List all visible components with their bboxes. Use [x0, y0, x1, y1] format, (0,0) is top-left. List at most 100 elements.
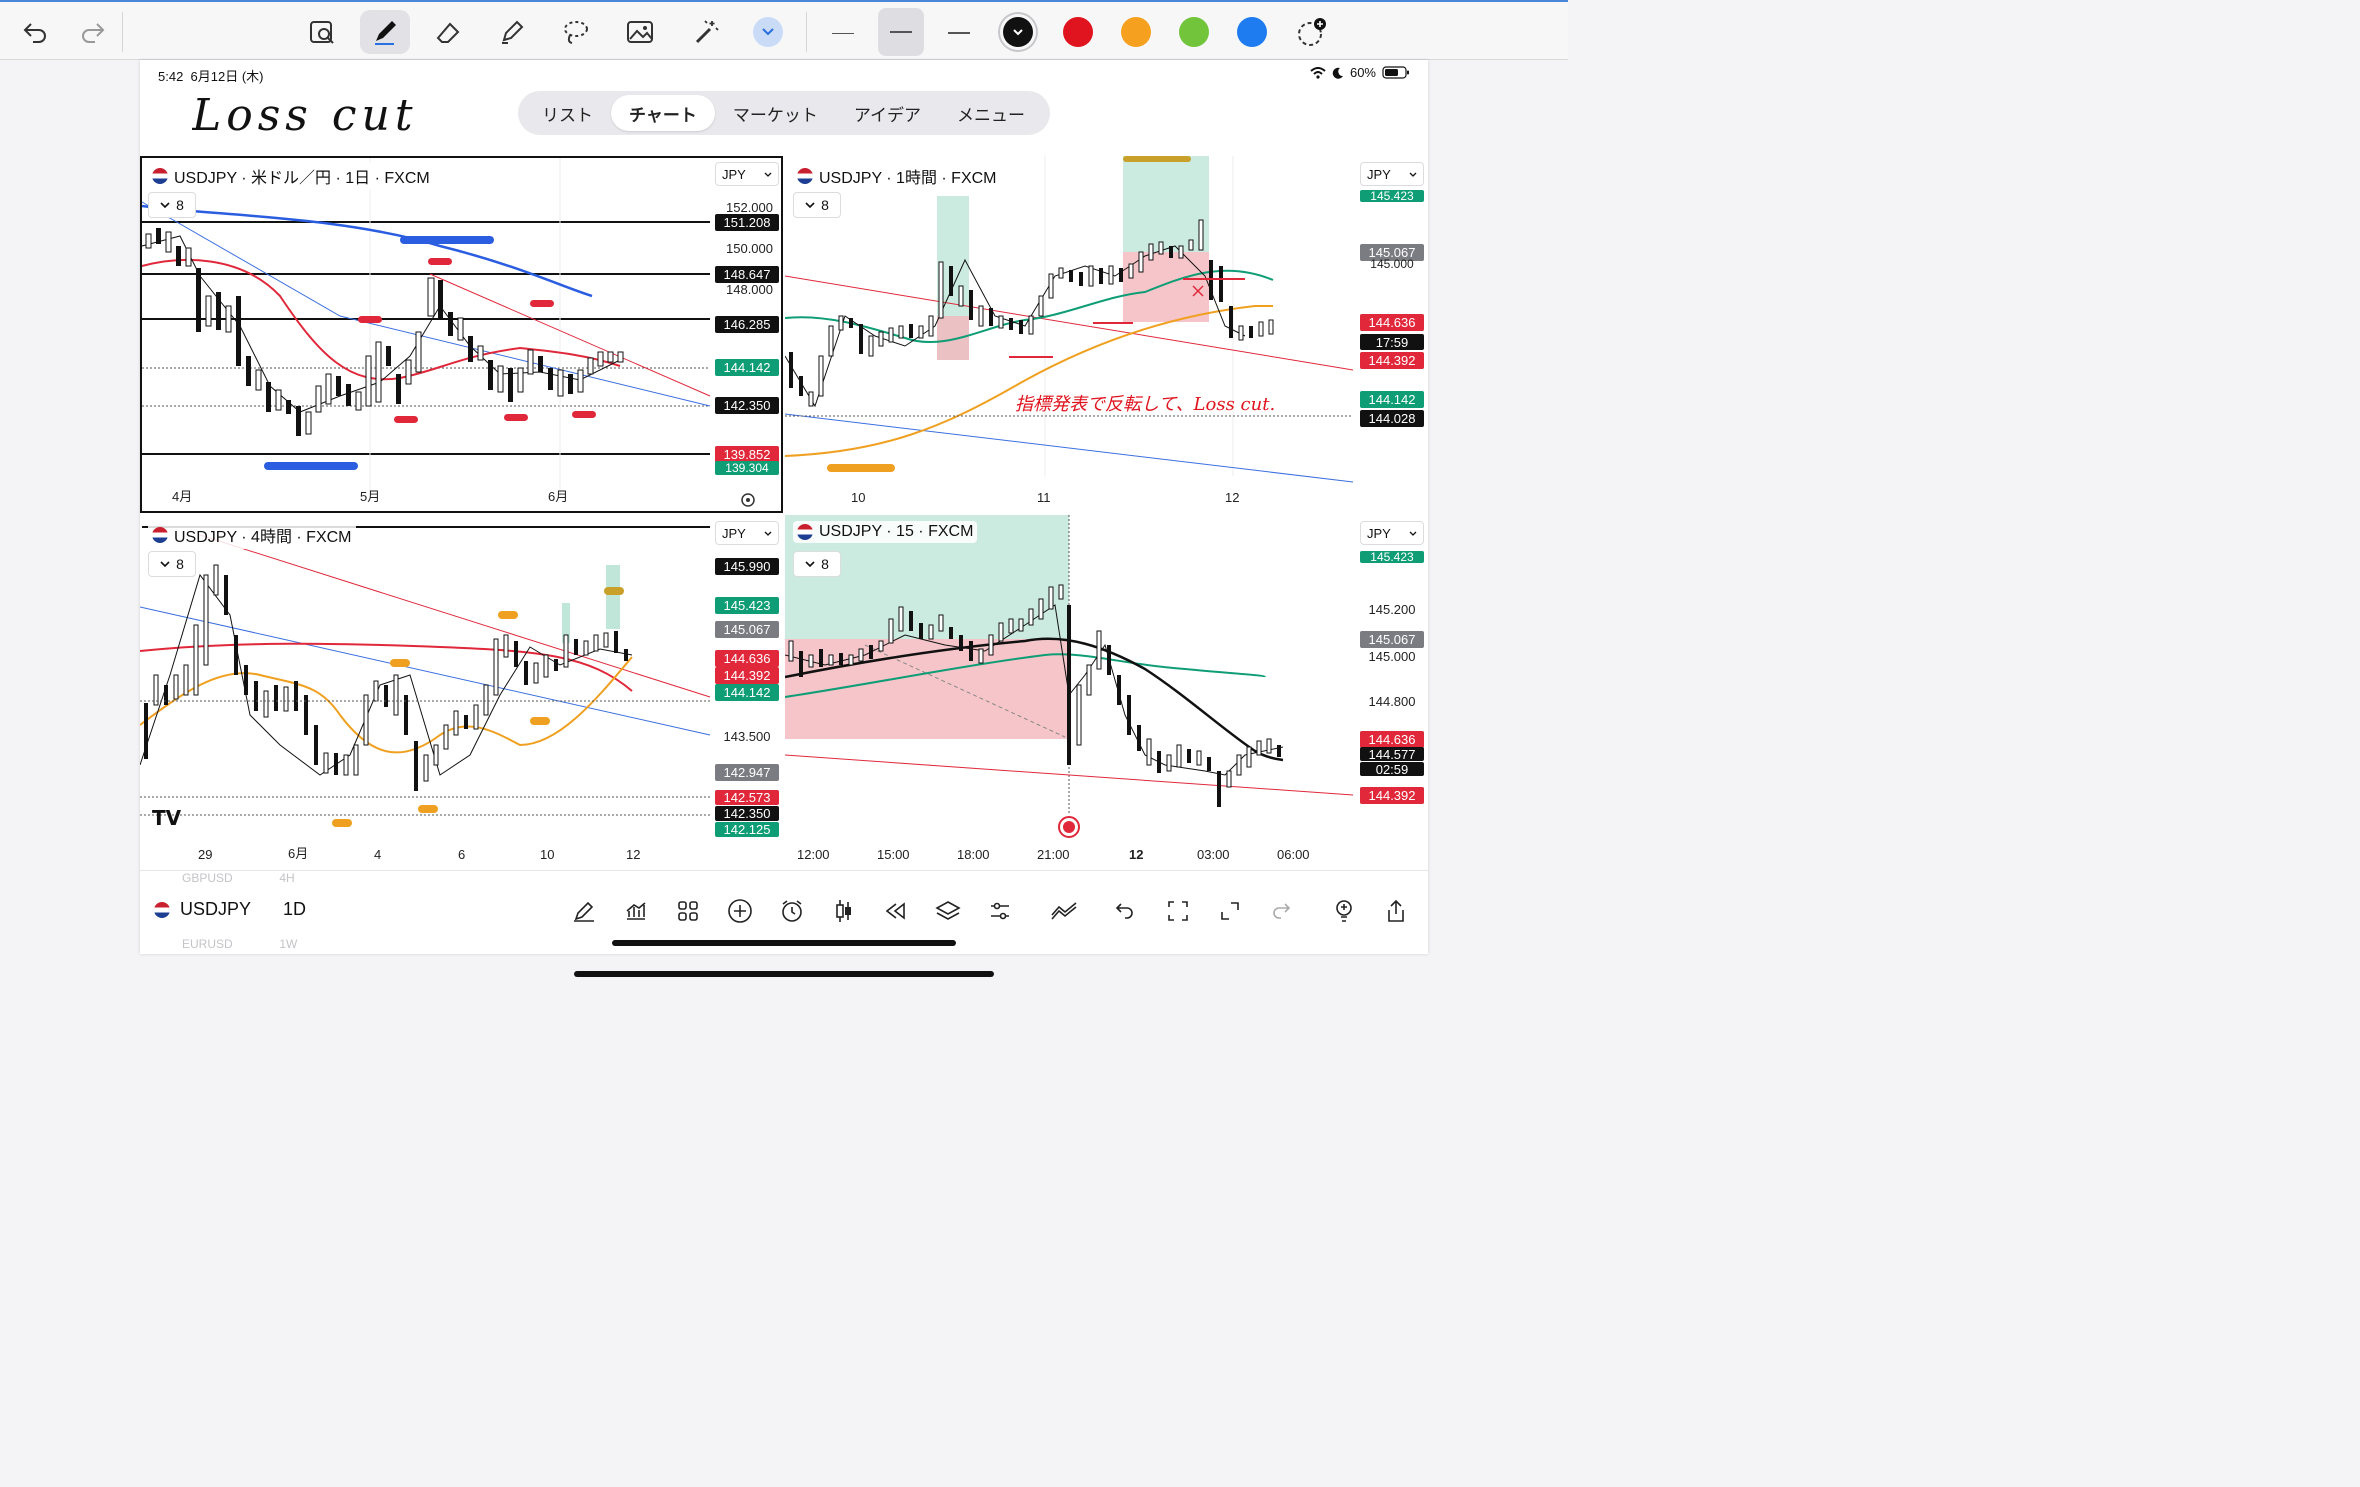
color-black[interactable] — [998, 10, 1038, 54]
add-color-icon[interactable] — [1292, 10, 1332, 54]
hourly-chart-plot[interactable]: 指標発表で反転して、Loss cut. — [785, 156, 1428, 513]
line-width-thin[interactable] — [820, 10, 866, 56]
toolbar-divider — [806, 12, 807, 52]
x-axis-label: 6月 — [288, 846, 309, 861]
currency-select[interactable]: JPY — [1360, 162, 1424, 186]
indicator-toggle[interactable]: 8 — [793, 192, 841, 218]
annotation-toolbar — [0, 0, 1568, 60]
x-axis-label: 6月 — [548, 489, 569, 504]
chart-panel-4h[interactable]: TV USDJPY · 4時間 · FXCM 8 JPY 145.990 145… — [140, 515, 783, 870]
expand-icon[interactable] — [1214, 895, 1246, 927]
main-tabs: リスト チャート マーケット アイデア メニュー — [518, 91, 1050, 135]
chart-panel-15m[interactable]: USDJPY · 15 · FXCM 8 JPY 145.423 145.200… — [785, 515, 1428, 870]
currency-select[interactable]: JPY — [1360, 521, 1424, 545]
drawing-icon[interactable] — [568, 895, 600, 927]
m15-chart-plot[interactable] — [785, 515, 1428, 870]
chart-panel-1h[interactable]: 指標発表で反転して、Loss cut. USDJPY · 1時間 · FXCM … — [785, 156, 1428, 513]
tab-list[interactable]: リスト — [542, 105, 593, 125]
color-red[interactable] — [1058, 10, 1098, 54]
chevron-down-icon — [160, 560, 170, 567]
compare-icon[interactable] — [1048, 895, 1080, 927]
tab-ideas[interactable]: アイデア — [853, 105, 921, 125]
redo-icon[interactable] — [72, 10, 114, 54]
undo-icon[interactable] — [14, 10, 56, 54]
price-tag: 144.142 — [715, 684, 779, 701]
alert-icon[interactable] — [776, 895, 808, 927]
price-tag: 144.142 — [715, 359, 779, 376]
chevron-down-icon[interactable] — [750, 10, 786, 54]
battery-icon — [1382, 66, 1409, 79]
four-hour-chart-plot[interactable]: TV — [140, 515, 783, 870]
line-width-thick[interactable] — [936, 10, 982, 56]
price-tag: 144.028 — [1360, 410, 1424, 427]
layouts-icon[interactable] — [672, 895, 704, 927]
chart-panel-daily[interactable]: USDJPY · 米ドル／円 · 1日 · FXCM 8 JPY 152.000… — [140, 156, 783, 513]
fullscreen-select-icon[interactable] — [1162, 895, 1194, 927]
chart-settings-icon[interactable] — [739, 491, 757, 509]
color-blue[interactable] — [1232, 10, 1272, 54]
symbol-selector[interactable]: USDJPY 1D — [154, 899, 306, 920]
indicator-toggle[interactable]: 8 — [148, 551, 196, 577]
ghost-symbol-above: GBPUSD 4H — [182, 871, 295, 885]
home-indicator[interactable] — [612, 940, 956, 946]
line-width-medium[interactable] — [878, 8, 924, 56]
daily-chart-plot[interactable] — [140, 156, 783, 513]
price-tag: 144.392 — [1360, 352, 1424, 369]
handwritten-note: 指標発表で反転して、Loss cut. — [1015, 394, 1275, 415]
x-axis-label: 29 — [198, 847, 213, 862]
indicators-icon[interactable] — [620, 895, 652, 927]
highlighter-icon[interactable] — [490, 10, 534, 54]
panel-title[interactable]: USDJPY · 4時間 · FXCM — [148, 521, 356, 549]
currency-select[interactable]: JPY — [715, 521, 779, 545]
undo-icon[interactable] — [1108, 895, 1140, 927]
candle-type-icon[interactable] — [828, 895, 860, 927]
lasso-icon[interactable] — [554, 10, 598, 54]
price-tag: 146.285 — [715, 316, 779, 333]
tab-market[interactable]: マーケット — [732, 105, 818, 125]
price-tag: 144.577 — [1360, 747, 1424, 762]
price-tag: 142.125 — [715, 822, 779, 837]
price-tag: 145.200 — [1368, 602, 1416, 617]
pen-icon[interactable] — [360, 10, 410, 54]
x-axis-label: 12 — [1225, 490, 1240, 505]
image-icon[interactable] — [618, 10, 662, 54]
price-tag: 148.647 — [715, 266, 779, 283]
lightbulb-icon[interactable] — [1328, 895, 1360, 927]
tab-chart[interactable]: チャート — [611, 95, 715, 131]
price-level: 150.000 — [726, 241, 773, 256]
add-icon[interactable] — [724, 895, 756, 927]
eraser-icon[interactable] — [426, 10, 470, 54]
currency-select[interactable]: JPY — [715, 162, 779, 186]
replay-icon[interactable] — [880, 895, 912, 927]
magic-wand-icon[interactable] — [684, 10, 728, 54]
share-icon[interactable] — [1380, 895, 1412, 927]
color-green[interactable] — [1174, 10, 1214, 54]
x-axis-label: 4月 — [172, 489, 193, 504]
resolution[interactable]: 1D — [283, 899, 307, 919]
wifi-icon — [1310, 66, 1326, 79]
status-time: 5:42 6月12日 (木) — [158, 69, 264, 84]
handwritten-title-text: Loss cut — [192, 90, 418, 141]
price-tag: 144.636 — [1360, 731, 1424, 748]
indicator-toggle[interactable]: 8 — [148, 192, 196, 218]
layers-icon[interactable] — [932, 895, 964, 927]
tab-menu[interactable]: メニュー — [957, 105, 1025, 125]
panel-title[interactable]: USDJPY · 米ドル／円 · 1日 · FXCM — [148, 162, 434, 190]
image-search-icon[interactable] — [300, 10, 344, 54]
price-tag: 145.067 — [1360, 631, 1424, 648]
indicator-toggle[interactable]: 8 — [793, 551, 841, 577]
x-axis-label: 18:00 — [957, 847, 990, 862]
home-indicator-outer[interactable] — [574, 971, 994, 977]
m15-candles — [788, 584, 1281, 807]
panel-title[interactable]: USDJPY · 1時間 · FXCM — [793, 162, 1001, 190]
panel-title[interactable]: USDJPY · 15 · FXCM — [793, 521, 978, 543]
redo-icon[interactable] — [1266, 895, 1298, 927]
color-orange[interactable] — [1116, 10, 1156, 54]
price-tag: 142.573 — [715, 790, 779, 805]
x-axis-label: 12 — [1129, 847, 1144, 862]
symbol-name: USDJPY — [180, 899, 252, 919]
battery-percent: 60% — [1349, 65, 1376, 80]
settings-icon[interactable] — [984, 895, 1016, 927]
price-tag: 151.208 — [715, 214, 779, 231]
price-tag: 139.304 — [715, 461, 779, 475]
